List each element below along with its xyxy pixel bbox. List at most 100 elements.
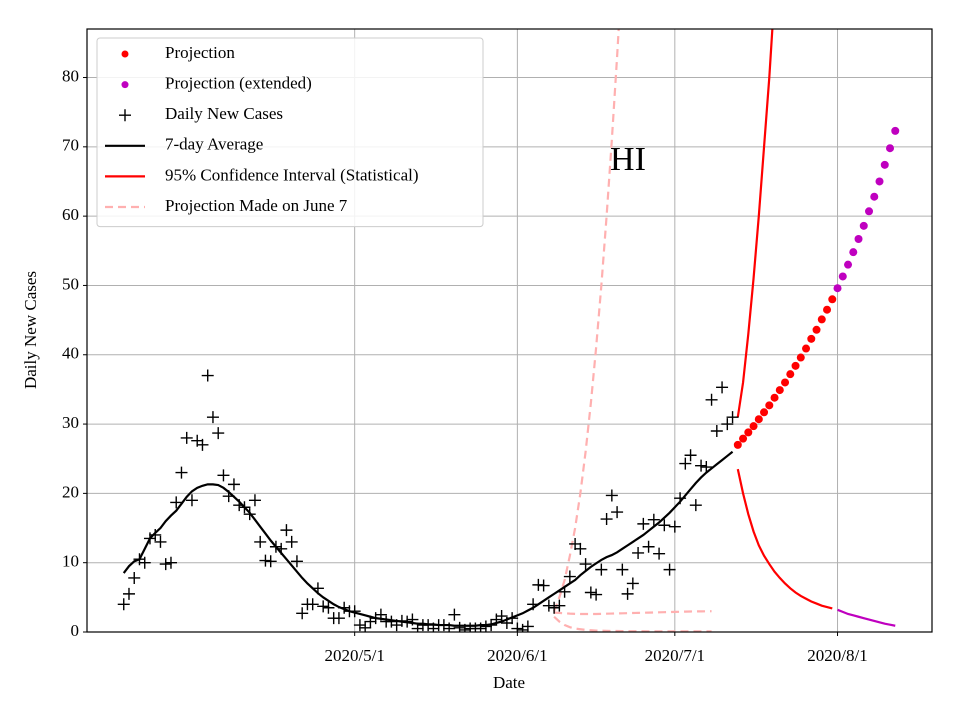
projection-dot: [838, 272, 847, 281]
projection-dot: [849, 248, 858, 257]
projection-dot: [760, 408, 769, 417]
case-marker: [212, 427, 225, 440]
case-marker: [721, 418, 734, 431]
case-marker: [710, 425, 723, 437]
line: [554, 610, 712, 616]
case-marker: [117, 598, 130, 611]
line: [736, 29, 774, 418]
line: [736, 468, 833, 610]
case-marker: [290, 555, 303, 568]
case-marker: [217, 469, 230, 482]
case-marker: [521, 620, 534, 632]
legend: Projection Projection (extended) Daily New…: [96, 37, 484, 228]
case-marker: [448, 608, 461, 621]
case-marker: [574, 542, 587, 555]
projection-dot: [786, 370, 795, 379]
case-marker: [479, 620, 492, 632]
case-marker: [500, 616, 513, 629]
plot-area: [117, 29, 900, 632]
projection-dot: [775, 386, 784, 395]
case-marker: [458, 623, 471, 632]
projection-dot: [812, 325, 821, 334]
projection-dot: [891, 126, 900, 135]
projection-dot: [833, 284, 842, 293]
projection-dot: [886, 144, 895, 153]
case-marker: [353, 619, 366, 632]
projection-dot: [828, 295, 837, 304]
case-marker: [553, 599, 566, 612]
case-marker: [238, 501, 251, 514]
case-marker: [332, 612, 345, 625]
case-marker: [317, 600, 330, 613]
case-marker: [637, 517, 650, 530]
plot-frame: [86, 28, 933, 633]
case-marker: [616, 563, 629, 576]
case-marker: [689, 499, 702, 512]
x-axis-label: Date: [493, 673, 525, 692]
line: [837, 608, 896, 627]
case-marker: [605, 489, 618, 502]
case-marker: [558, 585, 571, 598]
case-marker: [632, 546, 645, 559]
case-marker: [647, 513, 660, 526]
case-marker: [206, 411, 219, 424]
projection-dot: [791, 361, 800, 370]
y-tick-label: 0: [71, 621, 80, 640]
projection-dot: [875, 177, 884, 186]
case-marker: [584, 586, 597, 599]
case-marker: [196, 438, 209, 451]
legend-label: 95% Confidence Interval (Statistical): [165, 165, 419, 184]
case-marker: [374, 608, 387, 621]
case-marker: [175, 466, 188, 479]
x-tick-label: 2020/5/1: [324, 646, 384, 665]
case-marker: [406, 613, 419, 626]
case-marker: [474, 622, 487, 632]
case-marker: [154, 535, 167, 548]
projection-dot: [807, 334, 816, 343]
x-tick-label: 2020/7/1: [645, 646, 705, 665]
case-marker: [128, 571, 141, 584]
projection-dot: [744, 428, 753, 437]
case-marker: [726, 411, 739, 424]
case-marker: [563, 570, 576, 583]
projection-dot: [823, 305, 832, 314]
projection-dot: [749, 422, 758, 431]
projection-dot: [739, 434, 748, 443]
y-tick-label: 80: [62, 66, 79, 85]
case-marker: [401, 615, 414, 628]
case-marker: [280, 524, 293, 537]
case-marker: [611, 506, 624, 519]
legend-marker: [121, 81, 129, 89]
case-marker: [170, 496, 183, 509]
case-marker: [595, 563, 608, 576]
case-marker: [542, 599, 555, 612]
case-marker: [658, 519, 671, 532]
projection-dot: [781, 378, 790, 387]
legend-label: Projection (extended): [165, 74, 312, 93]
case-marker: [600, 513, 613, 526]
case-marker: [590, 588, 603, 601]
case-marker: [227, 478, 240, 491]
case-marker: [642, 540, 655, 553]
projection-dot: [754, 415, 763, 424]
annotation: HI: [610, 141, 646, 178]
y-tick-label: 20: [62, 482, 79, 501]
case-marker: [674, 492, 687, 505]
projection-dot: [854, 235, 863, 244]
projection-dot: [870, 192, 879, 201]
legend-label: Projection: [165, 43, 235, 62]
case-marker: [311, 582, 324, 595]
projection-dot: [770, 393, 779, 402]
case-marker: [269, 540, 282, 553]
case-marker: [485, 619, 498, 632]
projection-dot: [880, 160, 889, 169]
case-marker: [684, 449, 697, 462]
case-marker: [626, 577, 639, 590]
y-tick-label: 40: [62, 344, 79, 363]
case-marker: [138, 556, 151, 569]
case-marker: [201, 369, 214, 382]
case-marker: [159, 558, 172, 571]
x-tick-label: 2020/8/1: [807, 646, 867, 665]
legend-label: Daily New Cases: [165, 104, 283, 123]
